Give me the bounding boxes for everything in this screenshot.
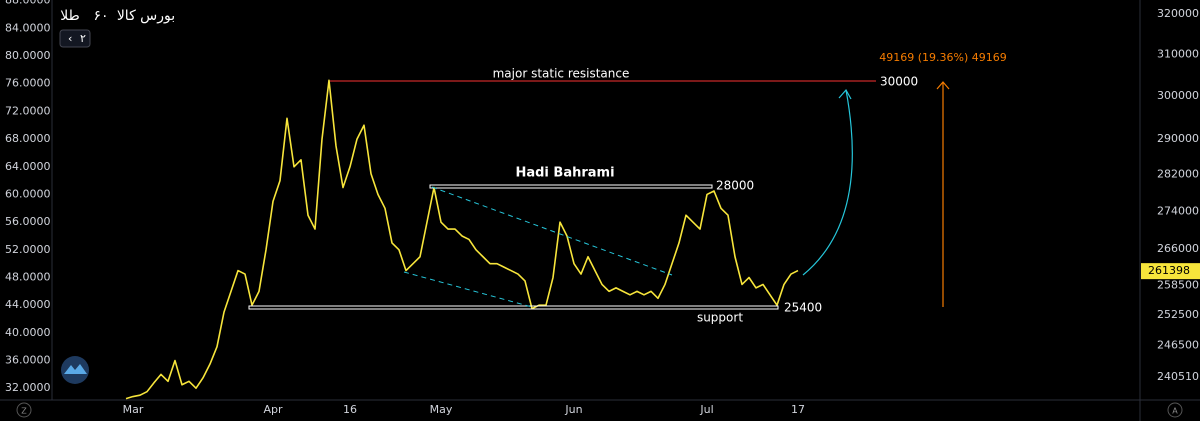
y2-tick-label: 320000 [1157,7,1199,20]
y-tick-label: 56.0000 [5,215,51,228]
y2-tick-label: 252500 [1157,308,1199,321]
support-zone [248,305,779,310]
x-tick-label: 16 [343,403,357,416]
y-tick-label: 40.0000 [5,326,51,339]
x-tick-label: 17 [791,403,805,416]
y2-tick-label: 246500 [1157,339,1199,352]
header-text: بورس کالا [117,8,175,24]
header-badge[interactable] [59,29,91,48]
support-label: support [697,311,743,325]
corner-button[interactable] [1167,402,1183,418]
plot-area [125,79,799,400]
header-text: ۶۰ [93,8,108,24]
x-tick-label: Jul [699,403,713,416]
x-tick-label: Mar [123,403,144,416]
y-tick-label: 76.0000 [5,77,51,90]
corner-button[interactable] [16,402,32,418]
y-tick-label: 84.0000 [5,21,51,34]
y2-tick-label: 240510 [1157,370,1199,383]
y-tick-label: 68.0000 [5,132,51,145]
header-text: طلا [60,8,80,24]
x-tick-label: Jun [564,403,582,416]
y2-tick-label: 290000 [1157,132,1199,145]
corner-text: A [1172,407,1178,416]
header-badge-text: ۲ [80,32,86,45]
top-value: 28000 [716,179,754,193]
x-tick-label: Apr [263,403,283,416]
y-tick-label: 32.0000 [5,381,51,394]
top-zone [429,184,713,189]
x-tick-label: May [430,403,453,416]
logo-mark [64,364,87,374]
resistance-label: major static resistance [493,67,630,81]
y-tick-label: 48.0000 [5,271,51,284]
channel-lower [403,271,533,308]
y2-tick-label: 310000 [1157,47,1199,60]
y2-tick-label: 282000 [1157,168,1199,181]
y-tick-label: 72.0000 [5,104,51,117]
y-tick-label: 36.0000 [5,354,51,367]
y-tick-label: 80.0000 [5,49,51,62]
y-tick-label: 64.0000 [5,160,51,173]
range-label: 49169 (19.36%) 49169 [879,51,1007,64]
y-tick-label: 52.0000 [5,243,51,256]
arrow-head [838,88,852,100]
y-tick-label: 60.0000 [5,187,51,200]
price-line [125,79,799,400]
y2-tick-label: 300000 [1157,89,1199,102]
author-label: Hadi Bahrami [515,166,614,181]
y2-tick-label: 258500 [1157,278,1199,291]
channel-upper [431,186,673,276]
last-price-label: 261398 [1148,264,1190,277]
y-tick-label: 44.0000 [5,298,51,311]
y2-tick-label: 266000 [1157,242,1199,255]
support-value: 25400 [784,301,822,315]
y-tick-label: 88.0000 [5,0,51,7]
projection-arrow [802,89,853,276]
corner-text: Z [21,407,27,416]
y2-tick-label: 274000 [1157,204,1199,217]
chevron: ‹ [68,32,72,45]
range-arrow-head [936,81,950,90]
last-price-tag [1141,263,1200,280]
resistance-value: 30000 [880,75,918,89]
